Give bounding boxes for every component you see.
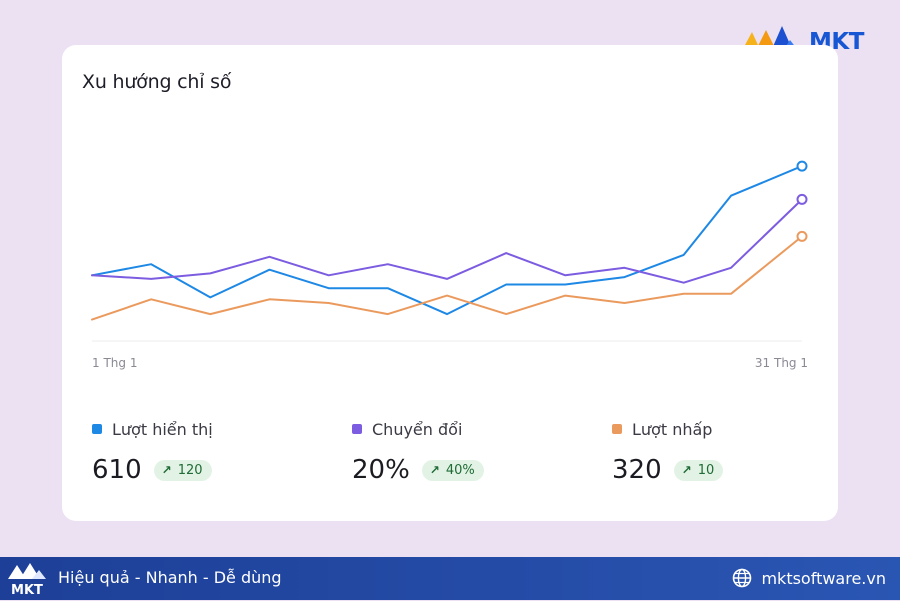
footer-logo: MKT	[6, 561, 48, 601]
series-end-point-1	[796, 193, 808, 205]
footer-bar: MKT Hiệu quả - Nhanh - Dễ dùng mktsoftwa…	[0, 557, 900, 600]
series-end-point-2	[796, 230, 808, 242]
website-text: mktsoftware.vn	[761, 568, 886, 588]
stat-conversions: Chuyển đổi 20% ↗ 40%	[352, 417, 484, 485]
metrics-card: Xu hướng chỉ số 1 Thg 1 31 Thg 1 Lượt hiể…	[62, 45, 838, 521]
footer-logo-text: MKT	[11, 583, 43, 597]
footer-website[interactable]: mktsoftware.vn	[732, 568, 886, 588]
footer-tagline: Hiệu quả - Nhanh - Dễ dùng	[58, 568, 282, 587]
series-end-point-0	[796, 160, 808, 172]
trend-chart: 1 Thg 1 31 Thg 1	[91, 160, 808, 370]
legend-swatch-impressions	[92, 424, 102, 434]
delta-value: 120	[177, 462, 203, 478]
stat-value: 20%	[352, 455, 410, 485]
stat-clicks: Lượt nhấp 320 ↗ 10	[612, 417, 724, 485]
stat-label: Lượt nhấp	[632, 419, 713, 439]
stat-label: Lượt hiển thị	[112, 419, 213, 439]
arrow-up-right-icon: ↗	[429, 463, 440, 477]
stat-label: Chuyển đổi	[372, 419, 463, 439]
legend-swatch-conversions	[352, 424, 362, 434]
stat-value: 320	[612, 455, 662, 485]
series-line-2	[91, 235, 803, 321]
legend-swatch-clicks	[612, 424, 622, 434]
delta-value: 10	[697, 462, 715, 478]
delta-badge: ↗ 10	[673, 459, 724, 481]
delta-badge: ↗ 120	[153, 459, 212, 481]
stat-impressions: Lượt hiển thị 610 ↗ 120	[92, 417, 213, 485]
mkt-footer-logo-icon: MKT	[8, 563, 46, 598]
stat-value: 610	[92, 455, 142, 485]
globe-icon	[733, 568, 752, 588]
series-line-1	[91, 198, 803, 284]
delta-value: 40%	[445, 462, 475, 478]
x-tick-label-0: 1 Thg 1	[92, 356, 137, 370]
delta-badge: ↗ 40%	[421, 459, 484, 481]
card-title: Xu hướng chỉ số	[82, 71, 232, 93]
arrow-up-right-icon: ↗	[681, 463, 692, 477]
arrow-up-right-icon: ↗	[161, 463, 172, 477]
x-tick-label-1: 31 Thg 1	[755, 356, 808, 370]
series-line-0	[91, 165, 803, 316]
